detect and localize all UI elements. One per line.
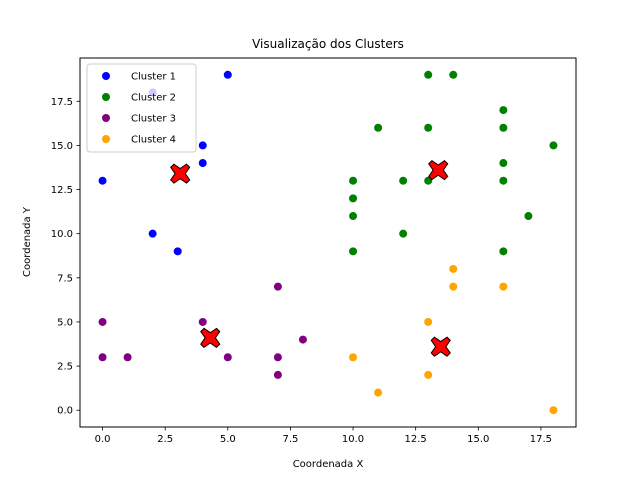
legend-marker [102, 114, 110, 122]
data-point [424, 370, 433, 379]
chart-title: Visualização dos Clusters [252, 37, 404, 51]
data-point [173, 247, 182, 256]
data-point [399, 176, 408, 185]
plot-frame [79, 57, 577, 428]
data-point [273, 282, 282, 291]
centroids [170, 159, 451, 357]
data-point [198, 317, 207, 326]
data-point [198, 159, 207, 168]
data-point [499, 282, 508, 291]
centroid-marker [200, 327, 221, 348]
legend-marker [102, 93, 110, 101]
x-tick-label: 7.5 [282, 434, 298, 445]
data-point [223, 70, 232, 79]
data-point [349, 247, 358, 256]
x-tick-label: 12.5 [405, 434, 427, 445]
y-tick-label: 10.0 [51, 229, 73, 240]
legend-label: Cluster 3 [131, 114, 176, 125]
data-point [499, 159, 508, 168]
series-cluster-3 [98, 282, 307, 379]
data-point [273, 370, 282, 379]
data-point [499, 123, 508, 132]
data-point [349, 353, 358, 362]
y-tick-label: 2.5 [57, 362, 73, 373]
y-tick-label: 15.0 [51, 141, 73, 152]
data-point [298, 335, 307, 344]
data-point [349, 176, 358, 185]
data-point [499, 106, 508, 115]
data-point [223, 353, 232, 362]
x-tick-label: 15.0 [467, 434, 489, 445]
x-tick-label: 10.0 [342, 434, 364, 445]
legend-label: Cluster 4 [131, 135, 176, 146]
legend: Cluster 1 Cluster 2 Cluster 3 Cluster 4 [86, 63, 197, 153]
data-point [499, 176, 508, 185]
y-axis: 0.0 2.5 5.0 7.5 10.0 12.5 15.0 17.5 [51, 97, 80, 417]
x-tick-label: 17.5 [530, 434, 552, 445]
data-point [449, 282, 458, 291]
x-axis: 0.0 2.5 5.0 7.5 10.0 12.5 15.0 17.5 [95, 427, 552, 445]
y-axis-label: Coordenada Y [22, 206, 33, 277]
legend-marker [102, 135, 110, 143]
x-axis-label: Coordenada X [293, 459, 364, 470]
data-point [374, 388, 383, 397]
legend-label: Cluster 1 [131, 72, 176, 83]
legend-item-cluster-2: Cluster 2 [102, 93, 176, 104]
legend-item-cluster-3: Cluster 3 [102, 114, 176, 125]
data-point [123, 353, 132, 362]
data-point [424, 317, 433, 326]
y-tick-label: 12.5 [51, 185, 73, 196]
data-point [374, 123, 383, 132]
data-point [349, 212, 358, 221]
x-tick-label: 5.0 [220, 434, 236, 445]
data-point [424, 176, 433, 185]
data-point [98, 176, 107, 185]
data-point [549, 406, 558, 415]
series-cluster-4 [349, 264, 558, 415]
data-point [349, 194, 358, 203]
x-tick-label: 2.5 [157, 434, 173, 445]
data-point [98, 317, 107, 326]
legend-item-cluster-1: Cluster 1 [102, 72, 176, 83]
data-point [424, 70, 433, 79]
data-point [449, 264, 458, 273]
data-point [98, 353, 107, 362]
y-tick-label: 17.5 [51, 97, 73, 108]
data-point [273, 353, 282, 362]
centroid-marker [428, 159, 449, 181]
plot-marks [98, 70, 558, 415]
centroid-marker [430, 336, 451, 357]
y-tick-label: 7.5 [57, 273, 73, 284]
data-point [449, 70, 458, 79]
data-point [499, 247, 508, 256]
legend-box [86, 63, 197, 153]
data-point [198, 141, 207, 150]
data-point [524, 212, 533, 221]
legend-item-cluster-4: Cluster 4 [102, 135, 176, 146]
data-point [549, 141, 558, 150]
data-point [399, 229, 408, 238]
data-point [148, 229, 157, 238]
series-cluster-2 [349, 70, 558, 256]
legend-marker [102, 72, 110, 80]
x-tick-label: 0.0 [95, 434, 111, 445]
y-tick-label: 0.0 [57, 406, 73, 417]
y-tick-label: 5.0 [57, 317, 73, 328]
legend-label: Cluster 2 [131, 93, 176, 104]
centroid-marker [170, 163, 191, 184]
data-point [424, 123, 433, 132]
